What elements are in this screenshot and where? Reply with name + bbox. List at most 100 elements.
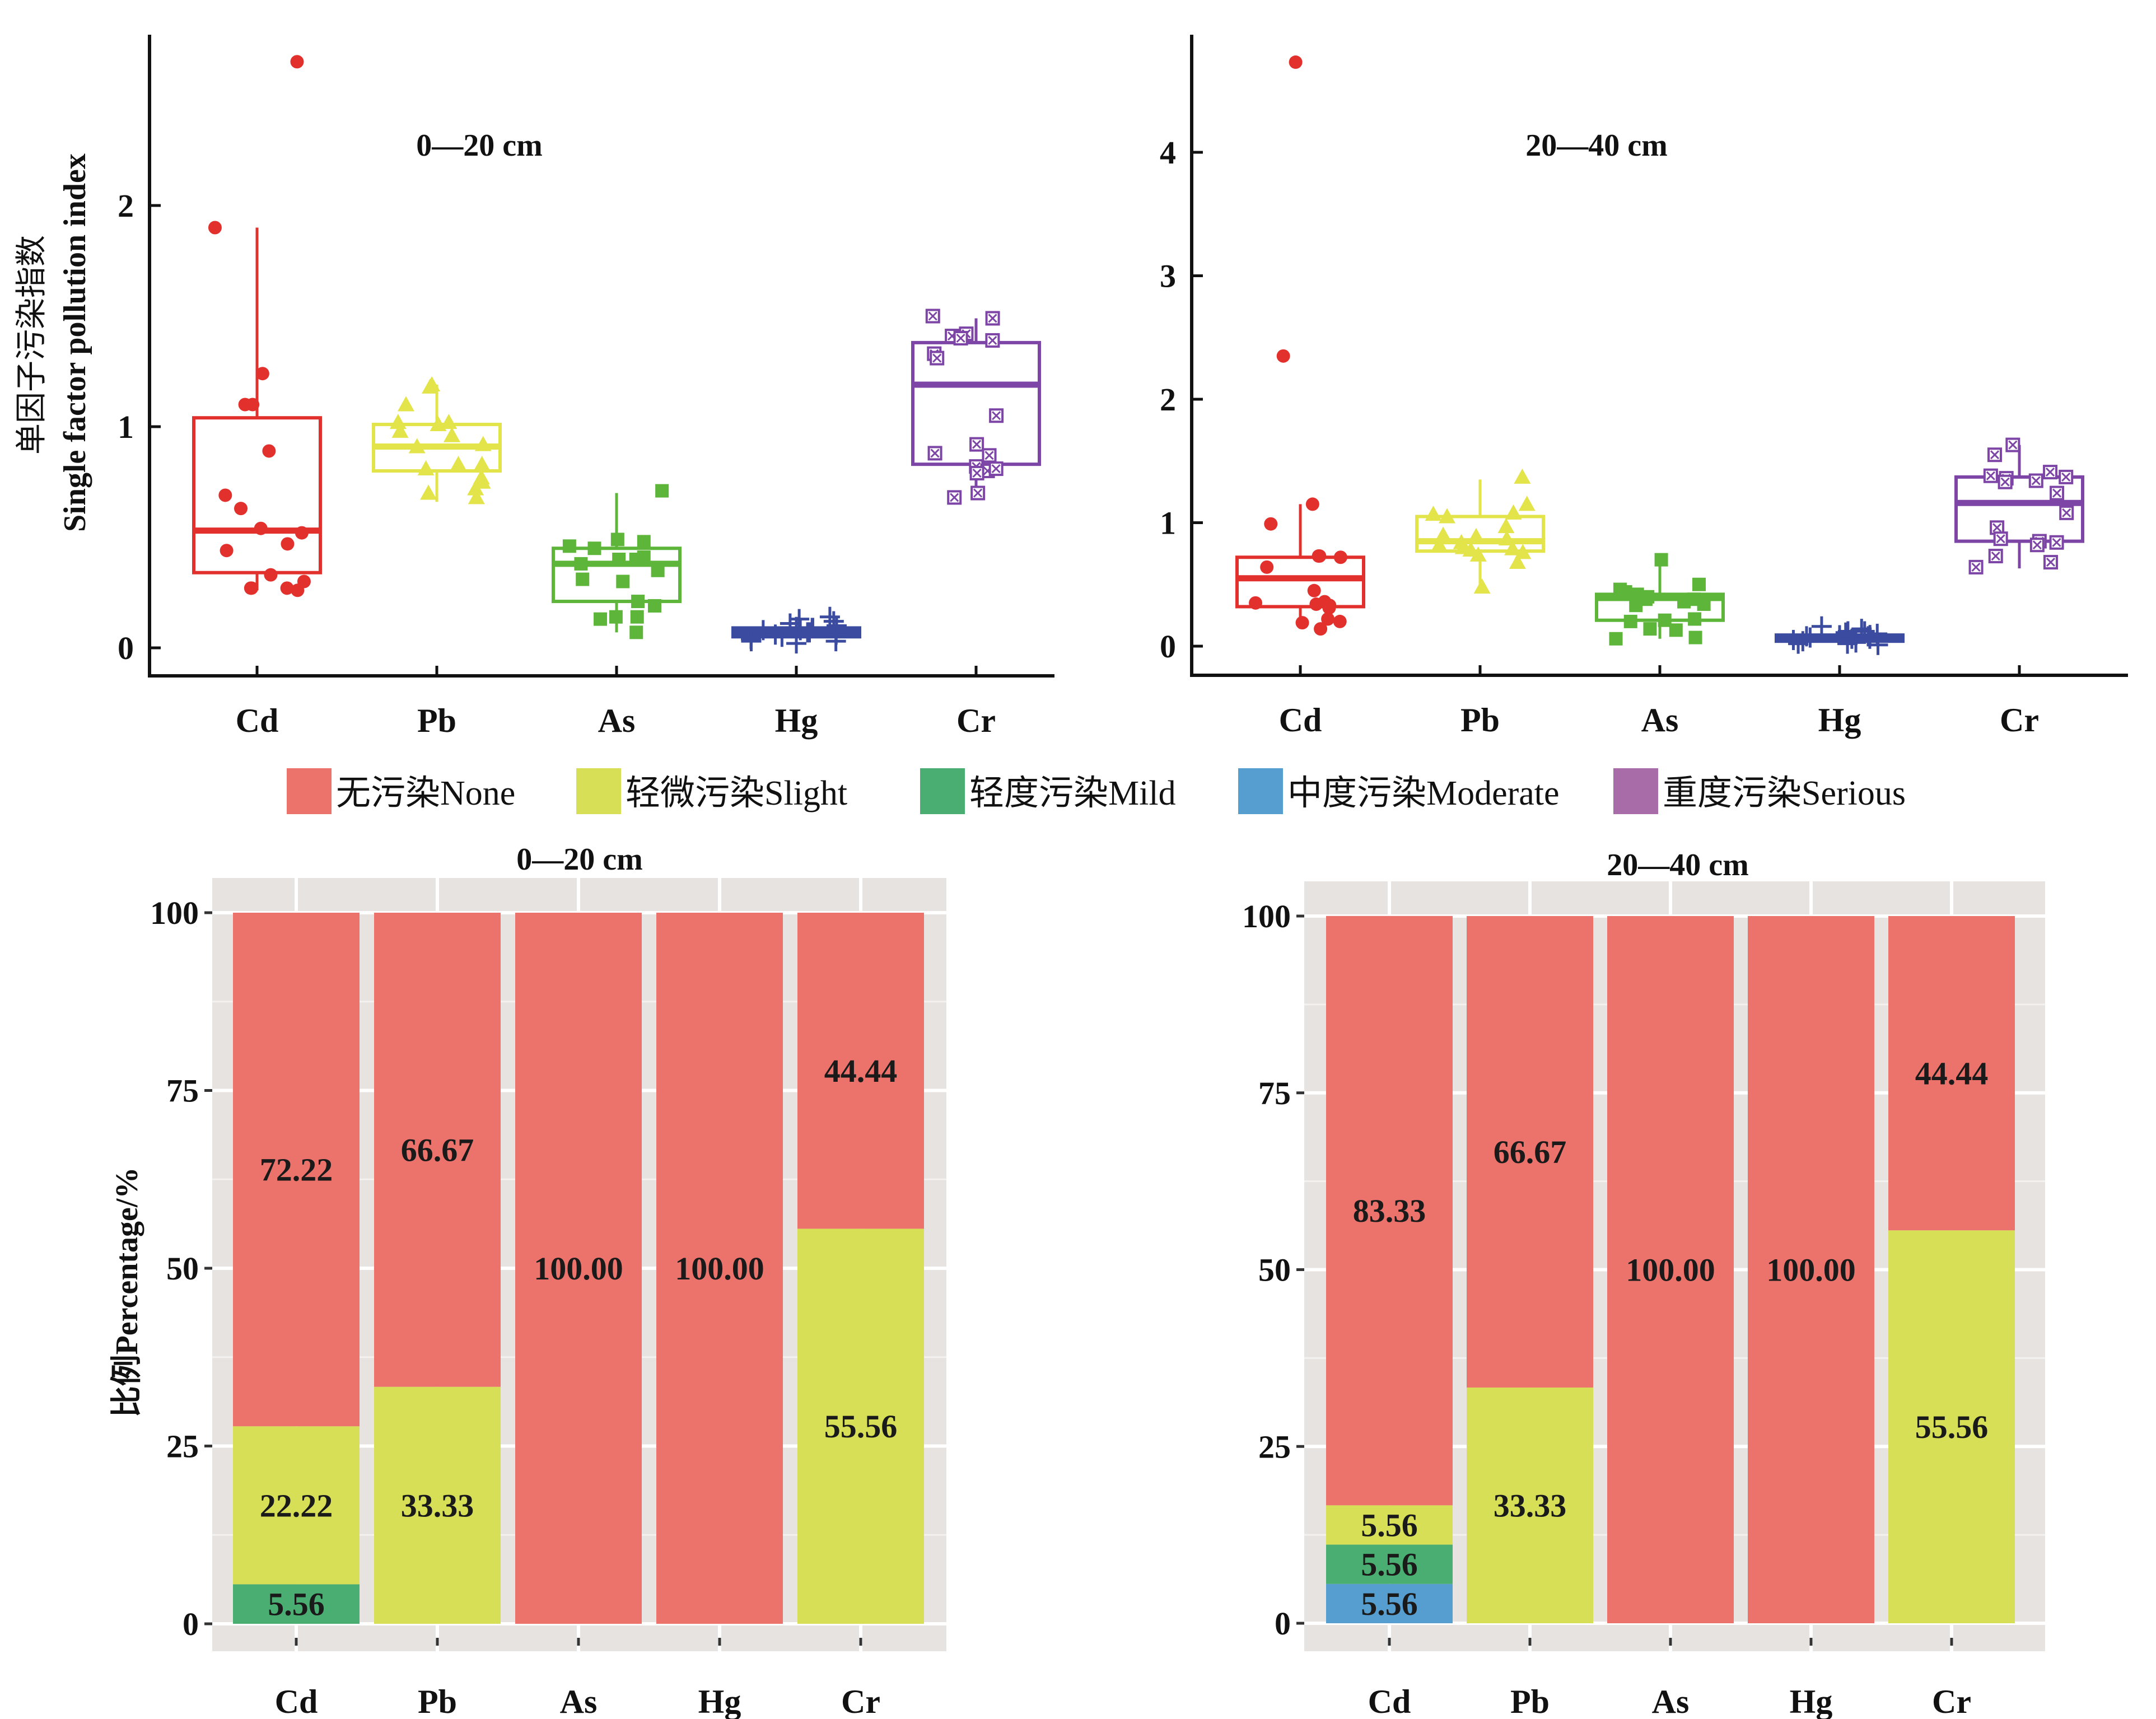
data-point-as [1697, 597, 1711, 611]
data-point-hg [1841, 628, 1862, 649]
data-point-pb [468, 489, 485, 505]
y-tick-label: 25 [166, 1428, 199, 1465]
legend-swatch [576, 768, 621, 814]
bar-segment-pb [1467, 916, 1593, 1388]
box-group-cd [192, 55, 322, 597]
y-tick-label: 0 [118, 630, 134, 666]
data-point-cd [234, 502, 248, 516]
data-point-cr [969, 437, 984, 452]
y-tick-label: 2 [118, 188, 134, 224]
x-tick-label: Cr [956, 702, 996, 739]
box-marker-x2 [2052, 538, 2061, 547]
bar-value-label: 66.67 [1494, 1134, 1567, 1170]
data-point-cd [291, 583, 305, 597]
box-marker-x2 [2052, 488, 2062, 498]
bar-value-label: 5.56 [1361, 1547, 1418, 1583]
data-point-pb [474, 473, 491, 489]
legend-swatch [1238, 768, 1283, 814]
box-marker-x2 [950, 493, 959, 502]
bar-segment-cd [1326, 1544, 1453, 1584]
data-point-hg [741, 631, 762, 652]
panel-title: 0—20 cm [416, 128, 543, 163]
data-point-pb [408, 438, 426, 454]
data-point-cd [295, 526, 309, 540]
data-point-cd [1309, 597, 1323, 611]
data-point-as [647, 599, 661, 613]
data-point-cd [1321, 612, 1335, 626]
legend-swatch [920, 768, 965, 814]
y-tick-label: 100 [150, 895, 199, 931]
legend-label: 中度污染Moderate [1287, 774, 1560, 812]
bar-value-label: 5.56 [1361, 1586, 1418, 1622]
bar-segment-cr [797, 913, 924, 1229]
bar-value-label: 100.00 [534, 1250, 623, 1287]
data-point-cr [953, 331, 968, 345]
data-point-cd [1333, 614, 1347, 628]
data-point-cd [262, 444, 276, 458]
box [1235, 555, 1365, 609]
data-point-cd [254, 521, 268, 535]
box-marker-x2 [992, 411, 1001, 421]
data-point-hg [826, 615, 847, 636]
data-point-cd [218, 488, 232, 502]
y-tick-label: 1 [1160, 505, 1176, 541]
box [552, 546, 682, 604]
data-point-hg [1811, 616, 1832, 637]
box-marker-x2 [972, 440, 982, 449]
bar-value-label: 55.56 [824, 1408, 898, 1445]
data-point-cr [1987, 447, 2003, 463]
box-marker-x2 [1990, 450, 2000, 460]
panel-title: 20—40 cm [1525, 128, 1668, 163]
data-point-pb [440, 414, 458, 429]
box-group-hg [731, 606, 861, 654]
legend-item: 轻微污染Slight [576, 768, 847, 814]
legend-label: 无污染None [336, 774, 515, 812]
data-point-as [1677, 595, 1691, 609]
data-point-cd [1307, 583, 1321, 597]
data-point-as [562, 539, 576, 553]
box-marker-x2 [988, 314, 997, 323]
x-tick-label: Cr [841, 1683, 880, 1719]
data-point-as [1688, 630, 1702, 644]
data-point-as [609, 610, 623, 624]
data-point-cr [2005, 437, 2020, 452]
box-marker-x2 [972, 468, 982, 478]
legend-item: 轻度污染Mild [920, 768, 1176, 814]
data-point-cd [1314, 622, 1328, 636]
legend: 无污染None 轻微污染Slight 轻度污染Mild 中度污染Moderate 重度污… [287, 768, 1906, 814]
data-point-cr [925, 309, 940, 324]
data-point-as [1692, 577, 1706, 591]
data-point-as [1688, 612, 1702, 626]
bar-segment-cd [233, 913, 360, 1427]
box-marker-x2 [1992, 523, 2002, 532]
box-marker-x2 [1971, 562, 1981, 572]
data-point-pb [1469, 546, 1487, 562]
data-point-cd [1322, 601, 1336, 615]
data-point-as [1623, 614, 1637, 628]
data-point-as [655, 484, 669, 498]
data-point-as [1609, 632, 1623, 646]
data-point-pb [1473, 578, 1491, 594]
x-tick-label: Pb [418, 1683, 457, 1719]
box-group-cr [911, 309, 1041, 505]
data-point-cd [220, 544, 234, 558]
data-point-hg [772, 627, 792, 647]
data-point-cd [1276, 349, 1290, 363]
bar-segment-pb [1467, 1388, 1593, 1623]
box-marker-x2 [2045, 468, 2055, 477]
data-point-as [630, 610, 644, 624]
bar-value-label: 72.22 [260, 1152, 333, 1188]
data-point-cr [2050, 485, 2065, 501]
x-tick-label: As [560, 1683, 598, 1719]
stacked-bar-0-20cm: 0—20 cm 比例Percentage/% 0 25 50 75 100 5.56 22.… [110, 842, 946, 1719]
data-point-hg [1788, 633, 1809, 654]
data-point-hg [1854, 621, 1875, 642]
data-point-pb [1467, 527, 1485, 543]
data-point-as [1669, 623, 1683, 637]
x-tick-label: Hg [1790, 1683, 1833, 1719]
x-tick-label: Cd [275, 1683, 318, 1719]
data-point-pb [1430, 536, 1448, 552]
data-point-hg [802, 618, 823, 638]
data-point-cr [985, 311, 1000, 326]
box-marker-x2 [984, 451, 994, 460]
